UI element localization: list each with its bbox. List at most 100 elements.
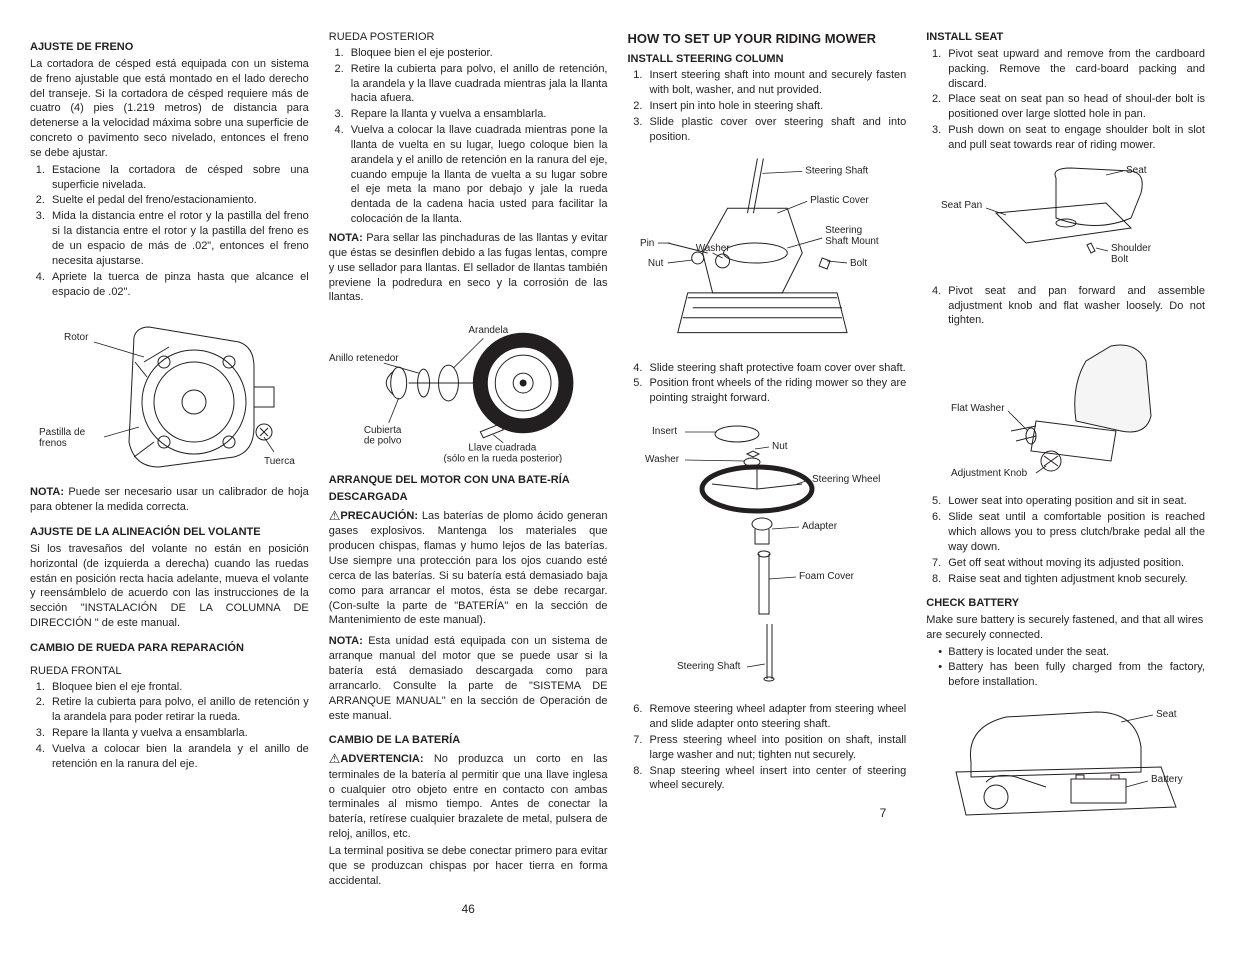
list-item: Push down on seat to engage shoulder bol… xyxy=(944,123,1205,153)
list-item: Battery has been fully charged from the … xyxy=(938,660,1205,690)
list-item: Snap steering wheel insert into center o… xyxy=(646,764,907,794)
svg-text:ShoulderBolt: ShoulderBolt xyxy=(1111,243,1152,265)
list-seat: Pivot seat upward and remove from the ca… xyxy=(926,47,1205,153)
label: Flat Washer xyxy=(951,403,1005,414)
heading-check: CHECK BATTERY xyxy=(926,596,1205,611)
heading-align: AJUSTE DE LA ALINEACIÓN DEL VOLANTE xyxy=(30,525,309,540)
list-item: Suelte el pedal del freno/estacionamient… xyxy=(48,193,309,208)
label: Seat xyxy=(1126,165,1147,176)
list-item: Remove steering wheel adapter from steer… xyxy=(646,702,907,732)
heading-brake: AJUSTE DE FRENO xyxy=(30,40,309,55)
list-item: Insert pin into hole in steering shaft. xyxy=(646,99,907,114)
warn-label: ADVERTENCIA: xyxy=(340,753,423,765)
list-seat2: Pivot seat and pan forward and assemble … xyxy=(926,284,1205,329)
list-item: Pivot seat and pan forward and assemble … xyxy=(944,284,1205,329)
column-2: RUEDA POSTERIOR Bloquee bien el eje post… xyxy=(329,30,608,934)
list-item: Vuelva a colocar la llave cuadrada mient… xyxy=(347,123,608,227)
label: Foam Cover xyxy=(799,571,855,582)
list-steer2: Slide steering shaft protective foam cov… xyxy=(628,361,907,407)
list-brake: Estacione la cortadora de césped sobre u… xyxy=(30,163,309,300)
column-4: INSTALL SEAT Pivot seat upward and remov… xyxy=(926,30,1205,934)
list-item: Bloquee bien el eje frontal. xyxy=(48,680,309,695)
heading-rear: RUEDA POSTERIOR xyxy=(329,30,608,45)
heading-wheel: CAMBIO DE RUEDA PARA REPARACIÓN xyxy=(30,641,309,656)
warning-icon: ⚠ xyxy=(329,507,341,525)
warning-icon: ⚠ xyxy=(329,750,341,768)
list-item: Slide steering shaft protective foam cov… xyxy=(646,361,907,376)
para-brake: La cortadora de césped está equipada con… xyxy=(30,57,309,161)
para-check: Make sure battery is securely fastened, … xyxy=(926,613,1205,643)
list-item: Insert steering shaft into mount and sec… xyxy=(646,68,907,98)
warn-advertencia: ⚠ADVERTENCIA: No produzca un corto en la… xyxy=(329,750,608,842)
note-manual: NOTA: Esta unidad está equipada con un s… xyxy=(329,634,608,723)
label: Steering Shaft xyxy=(805,165,868,176)
para-align: Si los travesaños del volante no están e… xyxy=(30,542,309,631)
page-number: 7 xyxy=(628,805,907,821)
column-3: HOW TO SET UP YOUR RIDING MOWER INSTALL … xyxy=(628,30,907,934)
svg-text:SteeringShaft Mount: SteeringShaft Mount xyxy=(825,225,879,247)
heading-start: ARRANQUE DEL MOTOR CON UNA BATE-RÍA xyxy=(329,473,608,488)
heading-setup: HOW TO SET UP YOUR RIDING MOWER xyxy=(628,30,907,48)
list-check: Battery is located under the seat. Batte… xyxy=(926,645,1205,690)
label: Pin xyxy=(639,238,653,249)
figure-brake: Rotor Pastilla defrenos Tuerca xyxy=(30,307,309,477)
label: Bolt xyxy=(850,258,867,269)
list-item: Battery is located under the seat. xyxy=(938,645,1205,660)
list-item: Pivot seat upward and remove from the ca… xyxy=(944,47,1205,92)
list-item: Slide seat until a comfortable position … xyxy=(944,510,1205,555)
label: Steering Wheel xyxy=(812,474,880,485)
figure-steering-mount: Steering Shaft Plastic Cover SteeringSha… xyxy=(628,153,907,353)
list-item: Bloquee bien el eje posterior. xyxy=(347,46,608,61)
list-item: Slide plastic cover over steering shaft … xyxy=(646,115,907,145)
page-number: 46 xyxy=(329,901,608,917)
list-steer: Insert steering shaft into mount and sec… xyxy=(628,68,907,144)
list-item: Raise seat and tighten adjustment knob s… xyxy=(944,572,1205,587)
note-brake: NOTA: Puede ser necesario usar un calibr… xyxy=(30,485,309,515)
label: Seat xyxy=(1156,709,1177,720)
figure-battery: Seat Battery xyxy=(926,697,1205,827)
list-item: Get off seat without moving its adjusted… xyxy=(944,556,1205,571)
list-item: Retire la cubierta para polvo, el anillo… xyxy=(48,695,309,725)
figure-wheel: Arandela Anillo retenedor Cubiertade pol… xyxy=(329,313,608,463)
label: Washer xyxy=(695,243,730,254)
figure-steering-wheel: Insert Nut Washer Steering Wheel Adapter… xyxy=(628,414,907,694)
list-item: Repare la llanta y vuelva a ensamblarla. xyxy=(48,726,309,741)
list-item: Press steering wheel into position on sh… xyxy=(646,733,907,763)
note-label: NOTA: xyxy=(30,486,64,498)
figure-seat-knob: Flat Washer Adjustment Knob xyxy=(926,336,1205,486)
label: Plastic Cover xyxy=(810,195,869,206)
label-anillo: Anillo retenedor xyxy=(329,353,399,364)
heading-front: RUEDA FRONTAL xyxy=(30,664,309,679)
list-item: Vuelva a colocar bien la arandela y el a… xyxy=(48,742,309,772)
heading-desc: DESCARGADA xyxy=(329,490,608,505)
svg-text:Llave cuadrada(sólo en la rued: Llave cuadrada(sólo en la rueda posterio… xyxy=(443,443,562,463)
warn-label: PRECAUCIÓN: xyxy=(340,510,418,522)
list-item: Estacione la cortadora de césped sobre u… xyxy=(48,163,309,193)
note-label: NOTA: xyxy=(329,635,363,647)
warn-precaucion: ⚠PRECAUCIÓN: Las baterías de plomo ácido… xyxy=(329,507,608,628)
list-item: Place seat on seat pan so head of shoul-… xyxy=(944,92,1205,122)
list-steer3: Remove steering wheel adapter from steer… xyxy=(628,702,907,793)
svg-text:Pastilla defrenos: Pastilla defrenos xyxy=(39,427,86,449)
list-rear: Bloquee bien el eje posterior. Retire la… xyxy=(329,46,608,227)
note-tire: NOTA: Para sellar las pinchaduras de las… xyxy=(329,231,608,305)
label-tuerca: Tuerca xyxy=(264,456,295,467)
label: Nut xyxy=(647,258,663,269)
list-item: Retire la cubierta para polvo, el anillo… xyxy=(347,62,608,107)
column-1: AJUSTE DE FRENO La cortadora de césped e… xyxy=(30,30,309,934)
list-item: Mida la distancia entre el rotor y la pa… xyxy=(48,209,309,268)
list-item: Position front wheels of the riding mowe… xyxy=(646,376,907,406)
list-item: Lower seat into operating position and s… xyxy=(944,494,1205,509)
svg-text:Cubiertade polvo: Cubiertade polvo xyxy=(364,425,402,447)
list-item: Apriete la tuerca de pinza hasta que alc… xyxy=(48,270,309,300)
label: Battery xyxy=(1151,774,1183,785)
list-seat3: Lower seat into operating position and s… xyxy=(926,494,1205,586)
label: Seat Pan xyxy=(941,200,982,211)
label: Adapter xyxy=(802,521,838,532)
heading-batt: CAMBIO DE LA BATERÍA xyxy=(329,733,608,748)
label: Nut xyxy=(772,441,788,452)
list-front: Bloquee bien el eje frontal. Retire la c… xyxy=(30,680,309,772)
note-label: NOTA: xyxy=(329,232,363,244)
label: Steering Shaft xyxy=(677,661,741,672)
label-arandela: Arandela xyxy=(468,325,508,336)
